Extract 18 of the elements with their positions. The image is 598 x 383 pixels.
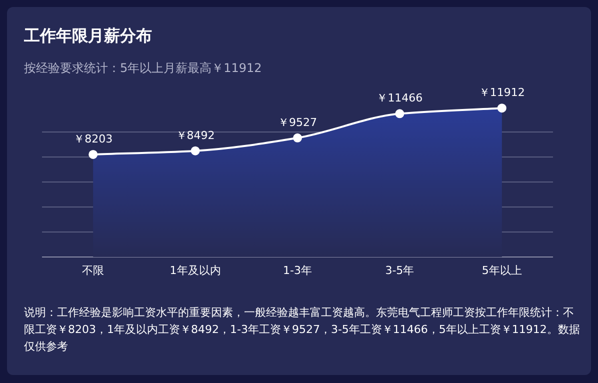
- point: [190, 146, 200, 156]
- point: [395, 109, 404, 118]
- x-tick-label: 1年及以内: [170, 264, 221, 277]
- data-label: ￥11912: [478, 86, 525, 100]
- chart-title: 工作年限月薪分布: [24, 26, 152, 47]
- point: [293, 133, 302, 142]
- chart-subtitle: 按经验要求统计：5年以上月薪最高￥11912: [24, 60, 262, 77]
- point: [88, 150, 98, 159]
- data-label: ￥8203: [74, 132, 113, 146]
- x-tick-label: 3-5年: [385, 264, 414, 277]
- data-label: ￥8492: [176, 128, 215, 142]
- point: [497, 104, 506, 113]
- x-tick-label: 不限: [82, 264, 104, 277]
- data-label: ￥11466: [376, 92, 423, 105]
- data-label: ￥9527: [278, 116, 317, 129]
- x-tick-label: 1-3年: [283, 264, 312, 277]
- x-tick-label: 5年以上: [482, 264, 522, 277]
- text: 说明：工作经验是影响工资水平的重要因素，一般经验越丰富工资越高。东莞电气工程师工资按工作年限统计：不限工资￥8203，1年及以内工资￥8492，1-3年工资￥9527，3-5年工资￥11466，5年以上工资￥11912。数据仅供参考: [24, 305, 581, 355]
